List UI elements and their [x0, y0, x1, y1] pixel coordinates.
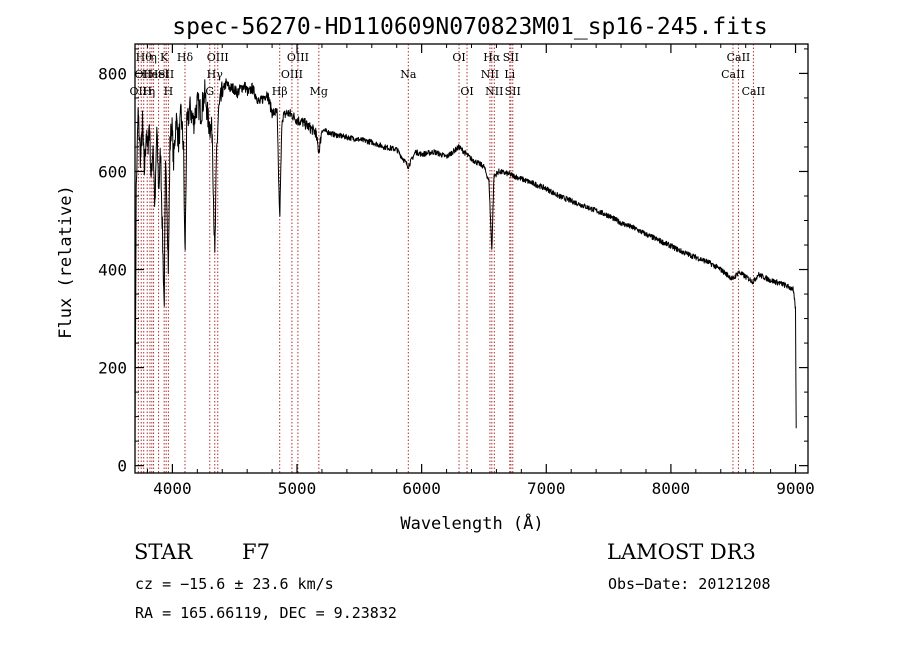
line-marker-label: Na [400, 68, 417, 81]
x-tick-label: 7000 [527, 479, 566, 498]
line-marker-label: H [142, 85, 152, 98]
line-marker-label: Hδ [177, 51, 194, 64]
line-marker-label: Hβ [272, 85, 288, 98]
spectrum-line [134, 78, 797, 450]
line-marker-label: OIII [287, 51, 309, 64]
line-marker-label: η [149, 85, 156, 98]
line-marker-label: H [164, 85, 174, 98]
line-marker-label: SII [503, 51, 519, 64]
subclass: F7 [242, 540, 270, 564]
line-marker-label: OIII [281, 68, 303, 81]
x-tick-label: 4000 [153, 479, 192, 498]
line-marker-label: Hel [149, 68, 169, 81]
survey-name: LAMOST DR3 [607, 540, 756, 564]
line-marker-label: OIII [207, 51, 229, 64]
line-marker-label: Mg [310, 85, 328, 98]
line-marker-label: Hθ [136, 51, 153, 64]
line-marker-label: OI [452, 51, 465, 64]
line-marker-label: Hγ [207, 68, 224, 81]
line-marker-label: Hα [483, 51, 501, 64]
chart-title: spec-56270-HD110609N070823M01_sp16-245.f… [172, 14, 767, 40]
plot-frame [134, 43, 809, 474]
obs-date: Obs−Date: 20121208 [608, 575, 771, 593]
x-tick-label: 6000 [402, 479, 441, 498]
y-tick-label: 400 [98, 261, 127, 280]
line-marker-label: Li [504, 68, 515, 81]
y-axis: 0 200 400 600 800 [98, 48, 808, 476]
y-tick-label: 800 [98, 64, 127, 83]
line-marker-label: K [160, 51, 169, 64]
line-marker-label: He [142, 68, 158, 81]
x-tick-label: 5000 [278, 479, 317, 498]
y-axis-label: Flux (relative) [56, 185, 76, 339]
line-marker-label: NII [485, 85, 503, 98]
line-markers [137, 44, 754, 473]
x-tick-label: 9000 [776, 479, 815, 498]
y-tick-label: 200 [98, 359, 127, 378]
object-class: STAR [134, 540, 193, 564]
line-marker-label: η [150, 51, 157, 64]
line-marker-label: CaII [727, 51, 751, 64]
x-axis-label: Wavelength (Å) [400, 512, 543, 534]
line-marker-label: CaII [721, 68, 745, 81]
x-axis: 4000 5000 6000 7000 8000 9000 [146, 44, 815, 498]
line-marker-label: NII [481, 68, 499, 81]
x-tick-label: 8000 [652, 479, 691, 498]
line-marker-label: CaII [742, 85, 766, 98]
spectrum-series [134, 78, 797, 450]
line-marker-label: OII [130, 85, 148, 98]
line-marker-label: SII [505, 85, 521, 98]
line-marker-label: OI [135, 68, 148, 81]
y-tick-label: 0 [117, 457, 127, 476]
redshift-value: cz = −15.6 ± 23.6 km/s [135, 575, 334, 593]
line-labels: OII OI Hθ H He η η Hel K SII H Hδ G Hγ OIII Hβ OIII OIII M… [130, 51, 766, 98]
coordinates: RA = 165.66119, DEC = 9.23832 [135, 604, 397, 622]
y-tick-label: 600 [98, 162, 127, 181]
line-marker-label: SII [158, 68, 174, 81]
line-marker-label: OI [460, 85, 473, 98]
line-marker-label: G [205, 85, 214, 98]
